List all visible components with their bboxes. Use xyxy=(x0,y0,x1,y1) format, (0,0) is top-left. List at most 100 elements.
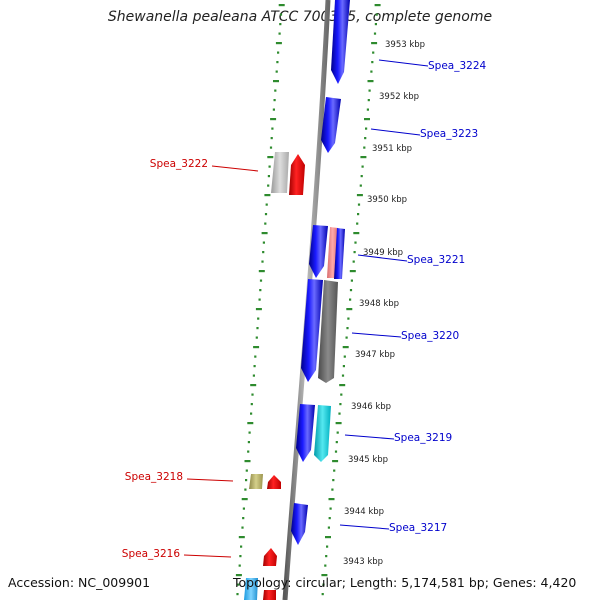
gc-left-dot xyxy=(261,260,264,263)
gc-left-dot xyxy=(244,488,247,491)
gc-right-dot xyxy=(367,99,370,102)
gc-left-dot xyxy=(247,422,254,425)
gc-right-dot xyxy=(359,184,362,187)
gc-left-dot xyxy=(244,460,251,463)
gc-left-dot xyxy=(276,61,279,64)
gc-right-dot xyxy=(328,498,335,501)
gc-right-dot xyxy=(363,146,366,149)
gc-left-dot xyxy=(267,156,274,159)
gc-left-dot xyxy=(270,137,273,140)
gc-right-dot xyxy=(321,593,324,596)
gene-label[interactable]: Spea_3219 xyxy=(394,432,452,444)
gene-red-bottom xyxy=(263,590,276,600)
gc-right-dot xyxy=(350,279,353,282)
gene-label[interactable]: Spea_3224 xyxy=(428,60,487,72)
gc-left-dot xyxy=(278,4,285,7)
gene-label[interactable]: Spea_3220 xyxy=(401,330,459,342)
gene-spea-3216 xyxy=(263,548,277,566)
gc-left-dot xyxy=(271,127,274,130)
gc-left-dot xyxy=(241,498,248,501)
tick-labels: 3953 kbp 3952 kbp 3951 kbp 3950 kbp 3949 kbp… xyxy=(343,40,425,567)
gc-left-dot xyxy=(279,13,283,16)
gc-left-dot xyxy=(253,365,256,368)
gc-left-dot xyxy=(257,317,260,320)
gc-left-dot xyxy=(250,403,253,406)
gc-left-dot xyxy=(262,251,265,254)
gc-right-dot xyxy=(339,403,342,406)
gc-right-dot xyxy=(322,583,325,586)
gc-left-dot xyxy=(248,431,251,434)
gc-left-dot xyxy=(277,51,280,54)
gc-right-dot xyxy=(365,127,368,130)
gc-left-dot xyxy=(264,222,267,225)
gc-right-dot xyxy=(357,203,361,206)
gc-left-dot xyxy=(273,99,276,102)
gene-grey-reverse xyxy=(271,152,289,193)
gene-label[interactable]: Spea_3217 xyxy=(389,522,447,534)
gc-right-dot xyxy=(370,70,373,73)
gc-right-dot xyxy=(342,365,345,368)
gc-right-dot xyxy=(352,260,355,263)
gene-rna-cyan xyxy=(244,578,258,600)
gene-spea-3221 xyxy=(309,225,328,278)
tick-label: 3944 kbp xyxy=(344,507,384,517)
gc-left-dot xyxy=(279,23,282,26)
tick-label: 3949 kbp xyxy=(363,248,403,258)
gc-right-dot xyxy=(347,317,350,320)
gc-right-dot xyxy=(356,194,363,197)
gc-left-dot xyxy=(259,279,263,282)
gc-right-dot xyxy=(353,232,360,235)
gc-right-dot xyxy=(364,137,367,140)
gene-label[interactable]: Spea_3216 xyxy=(122,548,181,560)
gc-left-dot xyxy=(254,355,257,358)
gc-right-dot xyxy=(338,412,341,415)
gc-left-dot xyxy=(265,203,268,206)
gc-left-dot xyxy=(267,184,270,187)
gc-right-dot xyxy=(342,346,349,349)
gc-left-dot xyxy=(267,175,270,178)
gc-left-dot xyxy=(236,593,239,596)
gene-label[interactable]: Spea_3222 xyxy=(150,158,208,170)
gc-left-dot xyxy=(278,32,281,35)
gene-grey-outer xyxy=(318,280,338,383)
gene-label-connector xyxy=(357,254,408,262)
gc-left-dot xyxy=(247,441,250,444)
gc-left-dot xyxy=(245,479,248,482)
gc-left-dot xyxy=(251,393,254,396)
gc-right-dot xyxy=(332,479,335,482)
gc-right-dot xyxy=(364,118,370,121)
gc-right-dot xyxy=(346,327,349,330)
gene-spea-3223 xyxy=(321,97,341,153)
gc-right-dot xyxy=(366,108,369,111)
gc-track-right xyxy=(321,4,381,596)
gc-left-dot xyxy=(275,42,282,45)
tick-label: 3946 kbp xyxy=(351,402,391,412)
gc-left-dot xyxy=(264,213,268,216)
gc-left-dot xyxy=(272,108,275,111)
gene-spea-3224 xyxy=(331,0,350,84)
gc-right-dot xyxy=(357,213,360,216)
gc-right-dot xyxy=(349,298,352,301)
gc-right-dot xyxy=(356,222,359,225)
gc-left-dot xyxy=(275,70,278,73)
gc-right-dot xyxy=(360,175,363,178)
gc-right-dot xyxy=(335,422,342,425)
tick-label: 3950 kbp xyxy=(367,195,407,205)
gc-right-dot xyxy=(336,431,339,434)
gc-right-dot xyxy=(375,13,378,16)
gene-label-group: Spea_3224 Spea_3223 Spea_3222 Spea_3221 Spea… xyxy=(122,59,487,560)
gene-label[interactable]: Spea_3218 xyxy=(125,471,183,483)
gene-label[interactable]: Spea_3223 xyxy=(420,128,478,140)
gc-right-dot xyxy=(321,574,328,577)
gc-right-dot xyxy=(343,355,346,358)
gc-right-dot xyxy=(374,23,377,26)
reverse-genes xyxy=(244,152,305,600)
gc-right-dot xyxy=(371,61,374,64)
accession-text: Accession: NC_009901 xyxy=(8,575,151,590)
gene-label[interactable]: Spea_3221 xyxy=(407,254,465,266)
gene-label-connector xyxy=(378,59,429,67)
tick-label: 3947 kbp xyxy=(355,350,395,360)
gc-right-dot xyxy=(361,165,364,168)
gc-left-dot xyxy=(255,308,262,311)
